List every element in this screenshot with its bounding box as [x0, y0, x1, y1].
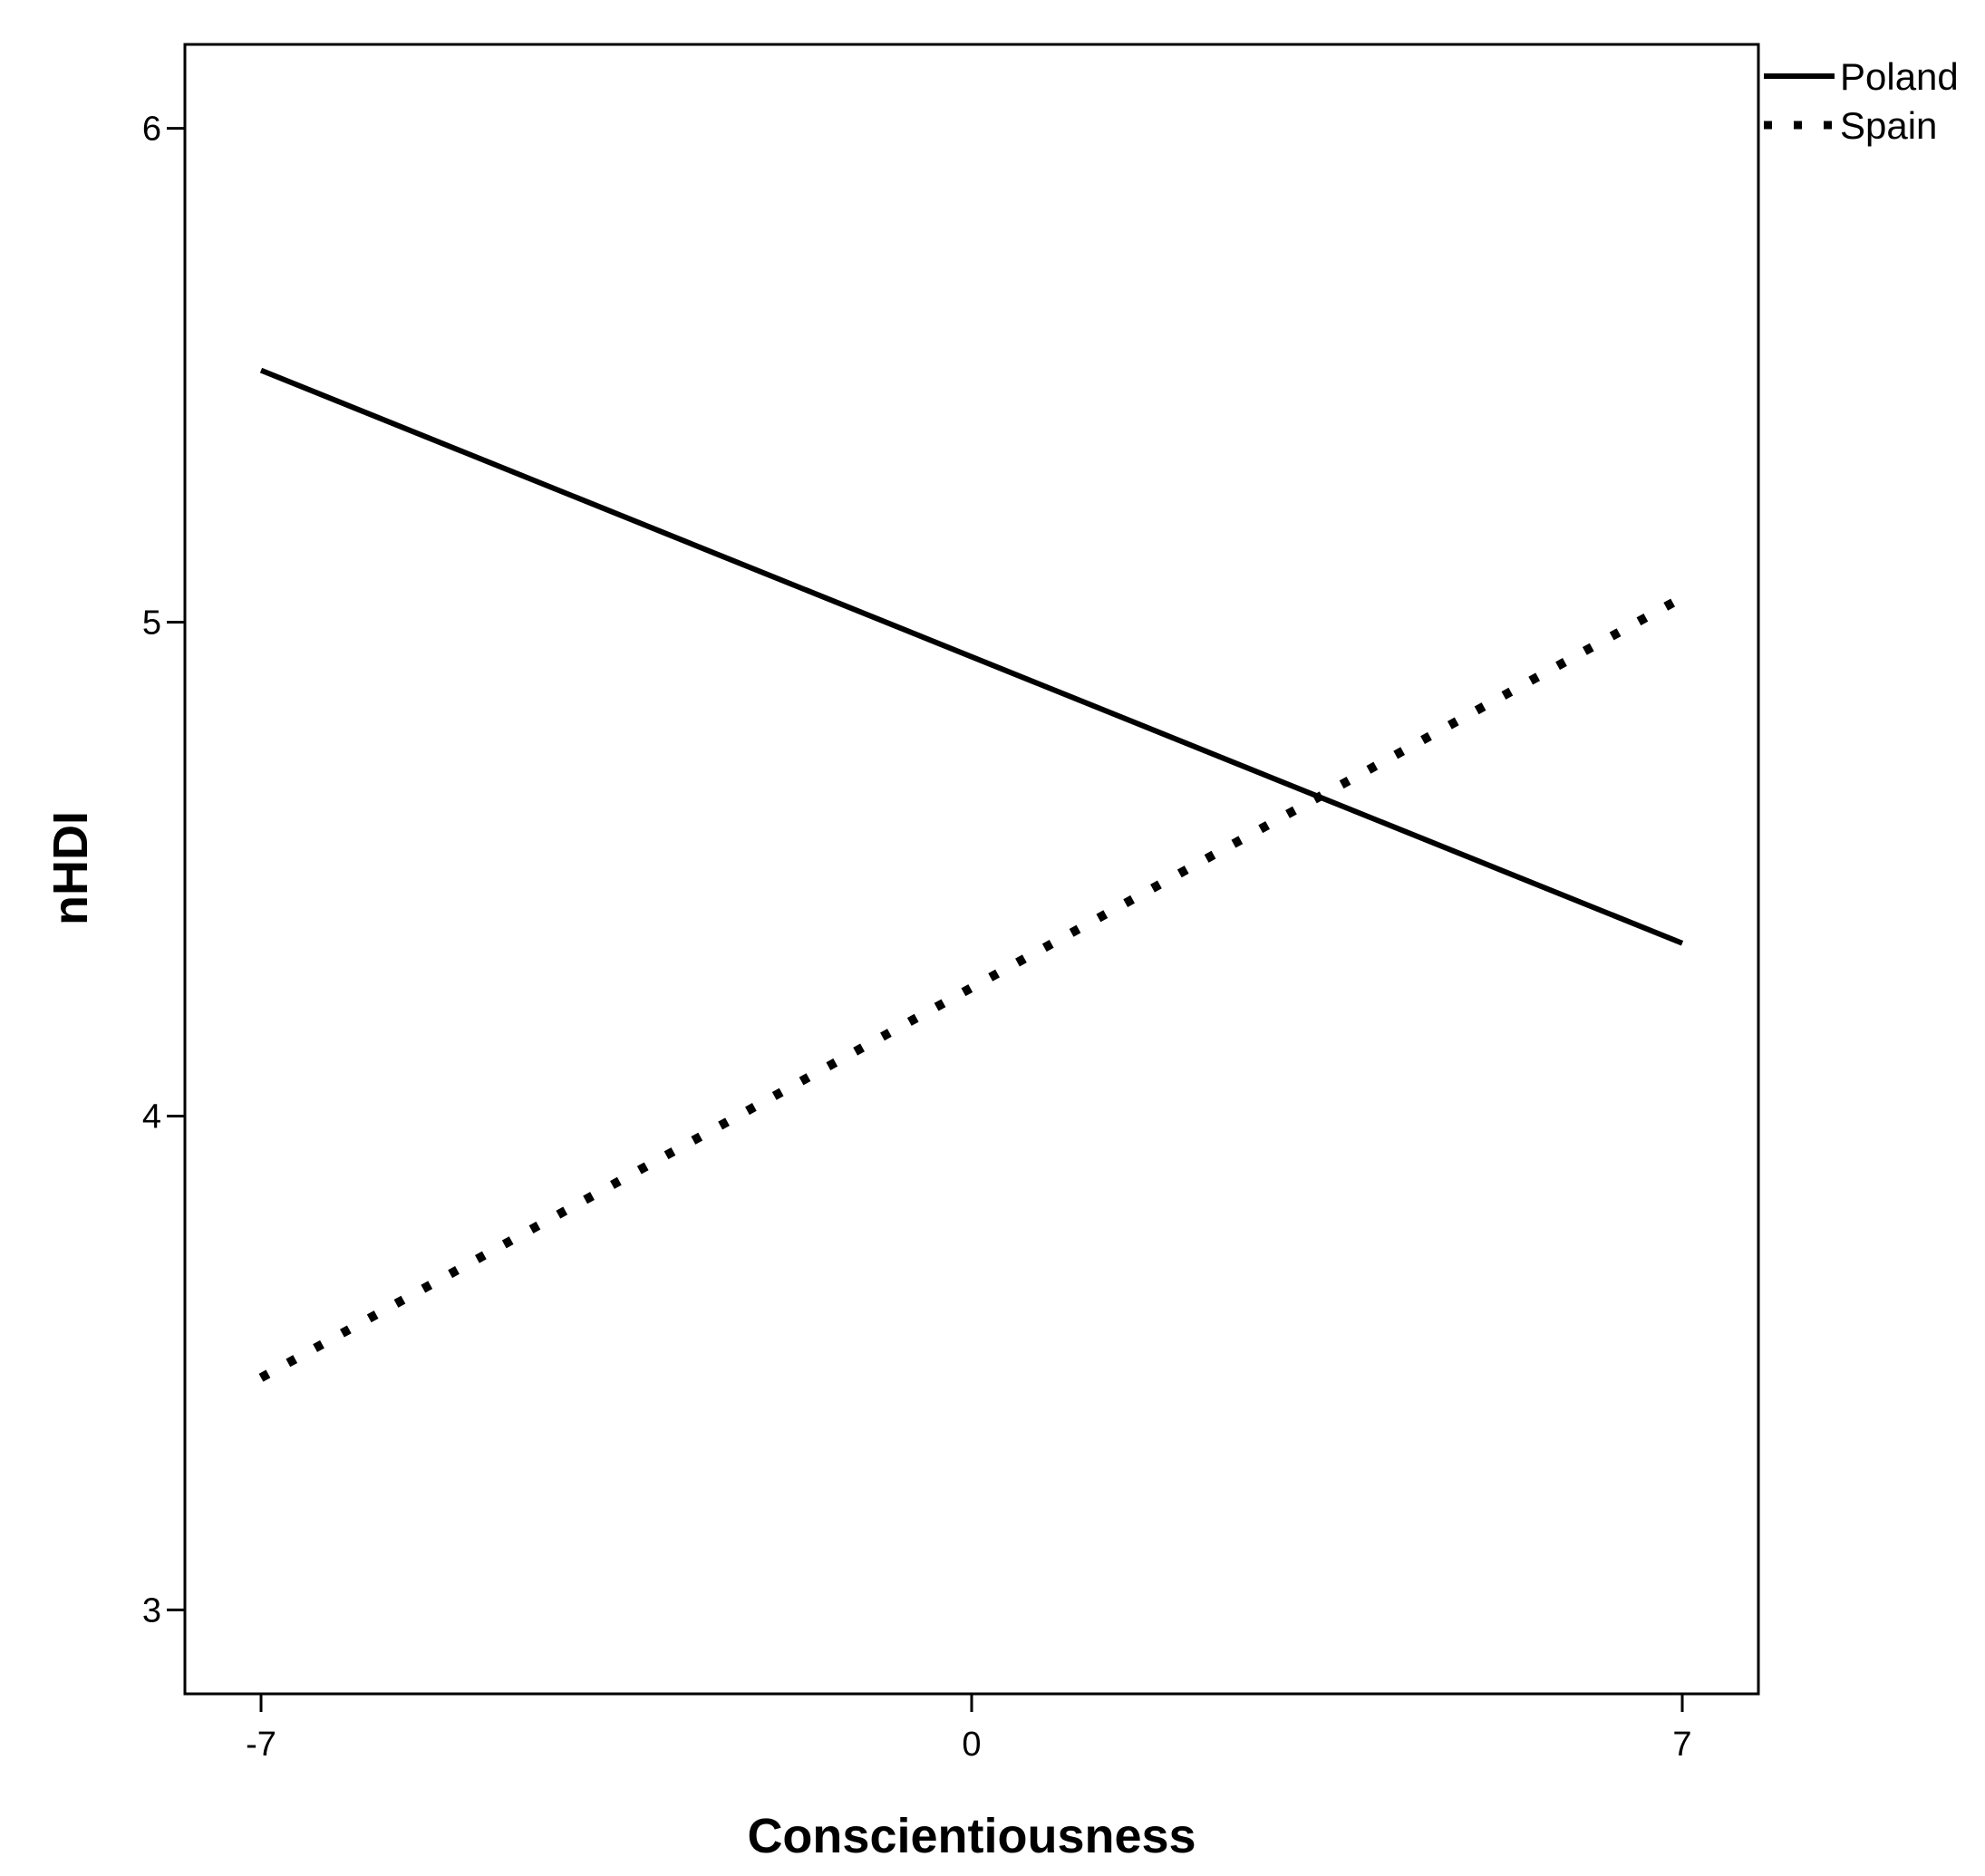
x-axis-title: Conscientiousness — [747, 1809, 1196, 1863]
legend-label-spain: Spain — [1840, 104, 1937, 147]
y-axis: 3 4 5 6 — [142, 111, 185, 1629]
series-layer — [258, 367, 1685, 1382]
y-axis-title: nHDI — [44, 811, 98, 925]
x-tick-label: 7 — [1672, 1726, 1691, 1764]
x-axis: -7 0 7 — [246, 1694, 1692, 1764]
y-tick-label: 4 — [142, 1098, 161, 1136]
series-line-poland — [259, 367, 1684, 946]
series-line-spain — [258, 593, 1685, 1382]
x-tick-label: 0 — [962, 1726, 981, 1764]
y-tick-label: 3 — [142, 1591, 161, 1629]
plot-frame — [183, 43, 1760, 1696]
legend: Poland Spain — [1764, 55, 1959, 147]
legend-label-poland: Poland — [1840, 55, 1959, 98]
y-tick-label: 6 — [142, 111, 161, 149]
y-tick-label: 5 — [142, 604, 161, 643]
x-tick-label: -7 — [246, 1726, 276, 1764]
